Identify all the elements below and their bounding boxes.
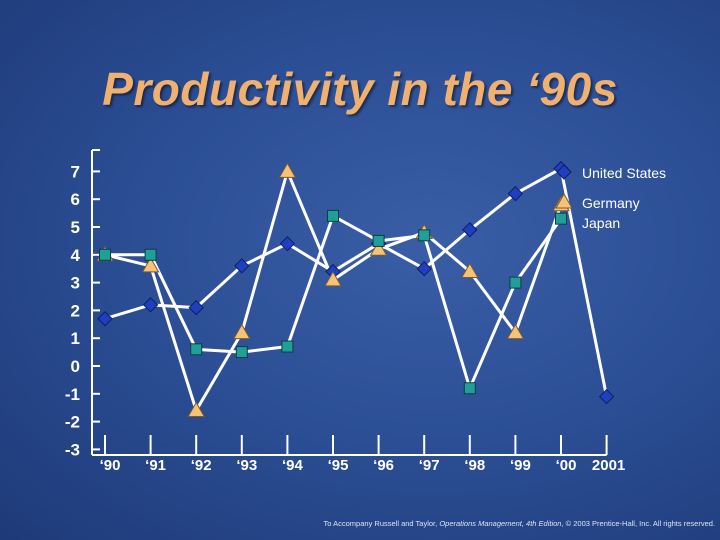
series-markers: [96, 160, 615, 417]
x-tick-label: ‘91: [145, 457, 166, 474]
data-point-germany: [506, 323, 525, 340]
data-point-germany: [187, 401, 206, 417]
legend-marker-united-states: [556, 164, 572, 180]
x-tick-label: ‘99: [510, 457, 531, 474]
y-tick-label: 4: [71, 246, 81, 265]
data-point-germany: [141, 256, 160, 273]
legend-label-united-states: United States: [582, 165, 666, 181]
data-point-japan: [99, 248, 111, 261]
data-point-japan: [327, 209, 339, 222]
footer-prefix: To Accompany Russell and Taylor,: [323, 519, 440, 528]
y-tick-label: -1: [65, 385, 80, 404]
legend-label-japan: Japan: [582, 215, 620, 231]
series-line-united-states: [104, 167, 609, 397]
footer-book-title: Operations Management, 4th Edition: [439, 519, 562, 528]
data-point-japan: [190, 343, 203, 356]
x-tick-label: ‘94: [282, 457, 304, 474]
x-tick-label: ‘98: [464, 457, 485, 474]
data-point-united-states: [279, 235, 296, 252]
x-tick-label: ‘93: [236, 457, 257, 474]
data-point-united-states: [416, 260, 432, 277]
series-line-germany: [104, 169, 563, 412]
data-point-germany: [460, 262, 479, 278]
data-point-japan: [509, 276, 522, 289]
x-tick-label: 2001: [592, 457, 625, 474]
y-tick-label: 6: [71, 190, 80, 209]
data-point-germany: [369, 240, 388, 256]
data-point-japan: [463, 382, 476, 395]
data-point-germany: [278, 162, 297, 178]
x-tick-label: ‘90: [100, 457, 121, 474]
legend-marker-germany: [555, 192, 573, 209]
y-tick-label: 1: [71, 329, 80, 348]
data-point-japan: [555, 212, 567, 225]
y-tick-label: 5: [71, 218, 80, 237]
page-title: Productivity in the ‘90s: [102, 63, 618, 115]
y-tick-label: -2: [65, 413, 80, 432]
data-point-japan: [281, 340, 294, 353]
x-tick-label: ‘92: [191, 457, 212, 474]
series-lines: [104, 167, 609, 412]
data-point-germany: [324, 270, 342, 287]
data-point-united-states: [462, 222, 478, 238]
y-tick-label: 7: [71, 162, 80, 181]
tick-labels: 7 6 5 4 3 2 1 0 -1 -2 -3 ‘90 ‘91 ‘92 ‘93 ‘94 ‘95 ‘96 ‘97 ‘9…: [65, 162, 625, 474]
data-point-united-states: [142, 297, 159, 313]
data-point-japan: [372, 234, 385, 247]
y-tick-label: 2: [71, 301, 80, 320]
chart-legend: United States Germany Japan: [555, 164, 666, 231]
data-point-germany: [232, 323, 251, 340]
data-point-united-states: [97, 311, 113, 327]
x-tick-label: ‘00: [556, 457, 577, 474]
data-point-united-states: [598, 388, 615, 405]
y-tick-label: -3: [65, 440, 80, 459]
chart-axes: [91, 149, 608, 456]
y-tick-label: 3: [71, 274, 80, 293]
x-tick-label: ‘95: [328, 457, 349, 474]
copyright-footer: To Accompany Russell and Taylor, Operati…: [270, 519, 715, 528]
footer-suffix: , © 2003 Prentice-Hall, Inc. All rights …: [561, 519, 715, 528]
y-tick-label: 0: [71, 357, 80, 376]
data-point-united-states: [234, 258, 250, 274]
x-tick-label: ‘97: [419, 457, 440, 474]
data-point-japan: [418, 229, 431, 242]
x-tick-label: ‘96: [373, 457, 394, 474]
data-point-united-states: [188, 299, 204, 316]
data-point-united-states: [507, 185, 524, 202]
data-point-japan: [144, 248, 157, 261]
legend-label-germany: Germany: [582, 195, 640, 211]
data-point-japan: [235, 346, 248, 359]
